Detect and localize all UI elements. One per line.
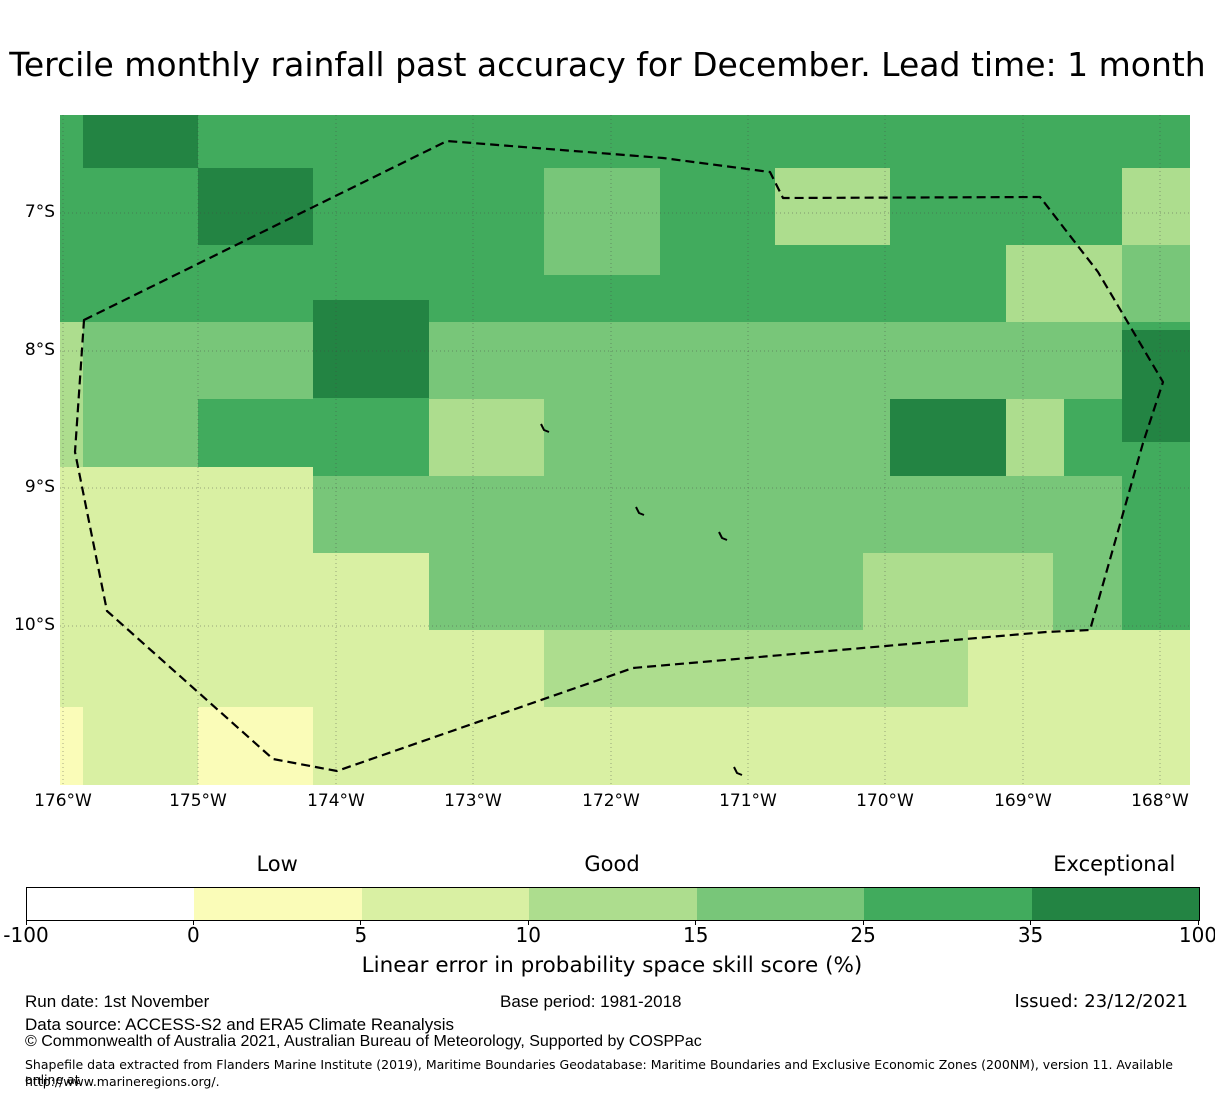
colorbar-segment <box>529 888 697 920</box>
map-cell <box>429 399 544 476</box>
colorbar-tick-label: 5 <box>354 923 368 947</box>
footer-copyright: © Commonwealth of Australia 2021, Austra… <box>25 1033 702 1050</box>
map-cell <box>1006 245 1122 322</box>
map-cell <box>429 322 1122 399</box>
colorbar-category-label: Good <box>584 852 640 876</box>
x-tick-label: 172°W <box>582 791 640 811</box>
colorbar-tick-label: 0 <box>187 923 200 947</box>
map-cell <box>890 399 1006 476</box>
colorbar-tick-label: 10 <box>515 923 541 947</box>
map-cell <box>544 630 968 707</box>
map-cell <box>60 707 83 785</box>
footer-issued-date: Issued: 23/12/2021 <box>1014 991 1188 1012</box>
island-mark <box>540 423 550 433</box>
x-tick-label: 176°W <box>34 791 92 811</box>
colorbar-segment <box>696 888 865 920</box>
map-cell <box>775 168 890 245</box>
map-cell <box>83 322 313 399</box>
colorbar-segment <box>1031 888 1199 920</box>
y-tick-label: 7°S <box>24 202 55 222</box>
map-cell <box>198 707 313 785</box>
colorbar-tick-label: -100 <box>3 923 49 947</box>
colorbar-tick <box>1197 920 1199 925</box>
map-cell <box>1006 399 1064 476</box>
colorbar-category-label: Exceptional <box>1053 852 1176 876</box>
map-cell <box>60 467 313 553</box>
map-cell <box>83 399 198 476</box>
colorbar-category-label: Low <box>256 852 298 876</box>
eez-boundary-line <box>73 139 1165 773</box>
map-cell <box>429 553 863 630</box>
colorbar-tick <box>1030 920 1032 925</box>
x-tick-label: 169°W <box>994 791 1052 811</box>
chart-title: Tercile monthly rainfall past accuracy f… <box>9 45 1206 84</box>
map-cell <box>60 322 83 467</box>
island-mark <box>635 506 645 516</box>
footer-shapefile-note: Shapefile data extracted from Flanders M… <box>25 1057 1173 1087</box>
footer-base-period: Base period: 1981-2018 <box>500 992 682 1011</box>
map-cell <box>313 476 1122 553</box>
x-tick-label: 168°W <box>1131 791 1189 811</box>
x-tick-label: 171°W <box>719 791 777 811</box>
colorbar-tick <box>360 920 362 925</box>
map-cell <box>1122 330 1190 442</box>
map-cell <box>863 553 1053 630</box>
map-cell <box>60 553 429 630</box>
colorbar <box>26 887 1200 921</box>
x-tick-label: 170°W <box>856 791 914 811</box>
map-cell <box>544 399 890 476</box>
colorbar-tick-label: 35 <box>1017 923 1044 947</box>
colorbar-tick <box>25 920 27 925</box>
colorbar-tick-label: 100 <box>1178 923 1215 947</box>
colorbar-tick <box>695 920 697 925</box>
map-cell <box>198 168 313 245</box>
colorbar-tick-label: 15 <box>682 923 709 947</box>
y-tick-label: 8°S <box>24 340 55 360</box>
footer-data-source: Data source: ACCESS-S2 and ERA5 Climate … <box>25 1015 454 1034</box>
x-tick-label: 173°W <box>444 791 502 811</box>
x-tick-label: 174°W <box>307 791 365 811</box>
colorbar-segment <box>194 888 362 920</box>
island-mark <box>733 766 743 776</box>
colorbar-tick <box>192 920 194 925</box>
colorbar-axis-label: Linear error in probability space skill … <box>361 953 863 978</box>
colorbar-segment <box>361 888 530 920</box>
footer-run-date: Run date: 1st November <box>25 992 210 1011</box>
colorbar-tick <box>862 920 864 925</box>
x-tick-label: 175°W <box>169 791 227 811</box>
map-cell <box>1122 245 1190 322</box>
map-cell <box>313 300 429 398</box>
map-cell <box>1053 553 1122 630</box>
colorbar-tick-label: 25 <box>850 923 876 947</box>
footer-shapefile-url: http://www.marineregions.org/. <box>25 1074 220 1089</box>
map-cell <box>1122 168 1190 245</box>
island-mark <box>718 531 728 541</box>
colorbar-tick <box>527 920 529 925</box>
colorbar-segment <box>27 888 195 920</box>
y-tick-label: 9°S <box>24 477 55 497</box>
map-cell <box>83 115 198 168</box>
map-cell <box>544 168 660 275</box>
colorbar-segment <box>864 888 1032 920</box>
y-tick-label: 10°S <box>14 615 55 635</box>
